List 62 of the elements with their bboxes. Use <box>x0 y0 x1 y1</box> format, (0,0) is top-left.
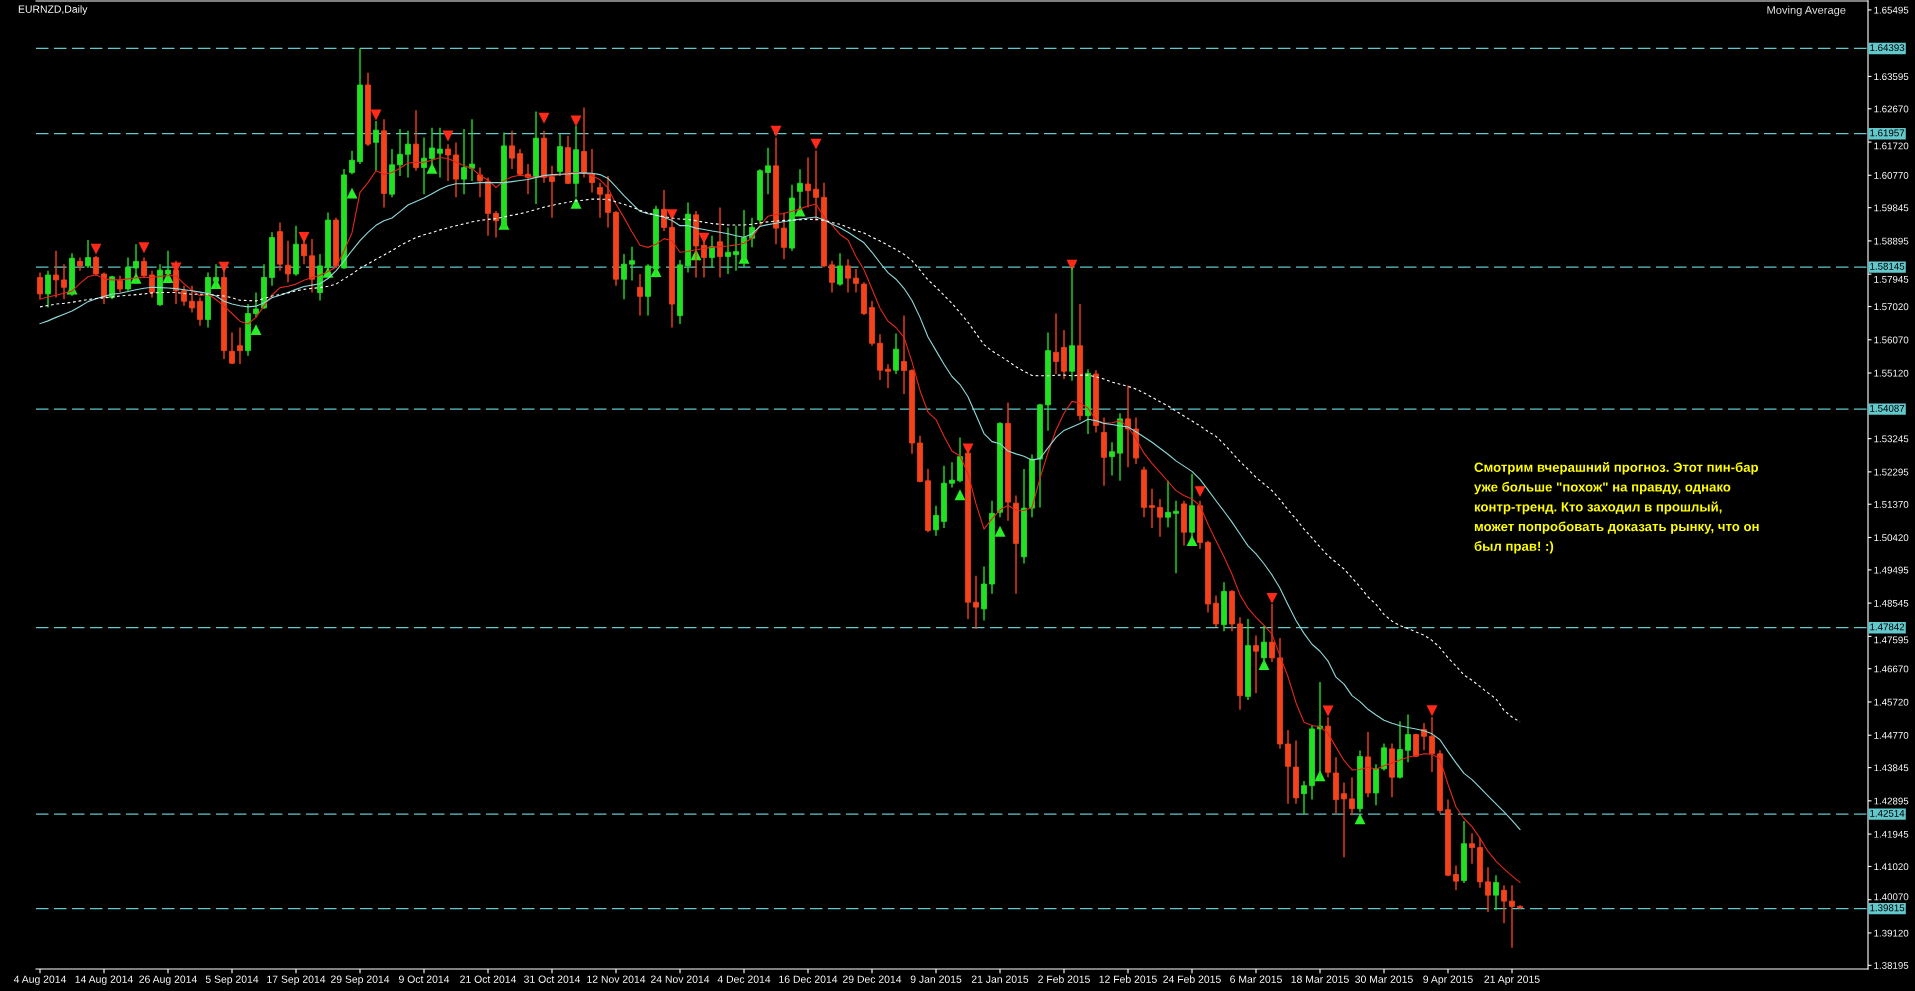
y-tick-label: 1.58895 <box>1874 237 1909 245</box>
y-tick-label: 1.52295 <box>1874 468 1909 476</box>
x-tick-label: 4 Dec 2014 <box>717 975 771 983</box>
y-tick-label: 1.50420 <box>1874 534 1909 542</box>
y-tick-label: 1.63595 <box>1874 73 1909 81</box>
y-tick-label: 1.47595 <box>1874 636 1909 644</box>
ref-line-label: 1.54087 <box>1870 404 1905 412</box>
y-tick-label: 1.49495 <box>1874 566 1909 574</box>
x-tick-label: 21 Apr 2015 <box>1484 975 1540 985</box>
y-tick-label: 1.39120 <box>1874 929 1909 937</box>
y-tick-label: 1.55120 <box>1874 369 1909 377</box>
y-tick-label: 1.46670 <box>1874 665 1909 673</box>
y-tick-label: 1.41945 <box>1874 830 1909 838</box>
x-tick-label: 6 Mar 2015 <box>1230 975 1282 983</box>
x-tick-label: 9 Apr 2015 <box>1423 975 1473 985</box>
y-tick-label: 1.48545 <box>1874 599 1909 607</box>
chart-title: EURNZD,Daily <box>18 5 88 15</box>
annotation: Смотрим вчерашний прогноз. Этот пин-бар уже больше "похож" на правду, однако контр-тренд. Кто заходил в прошлый, может попробовать доказать рынку, что он был прав! :) <box>1474 462 1759 554</box>
y-tick-label: 1.43845 <box>1874 764 1909 772</box>
x-tick-label: 21 Jan 2015 <box>971 975 1029 983</box>
x-tick-label: 29 Dec 2014 <box>842 975 902 983</box>
y-tick-label: 1.51370 <box>1874 500 1909 508</box>
ref-line-label: 1.61957 <box>1870 129 1905 137</box>
y-tick-label: 1.38195 <box>1874 962 1909 969</box>
x-tick-label: 12 Nov 2014 <box>587 975 646 983</box>
y-tick-label: 1.60770 <box>1874 172 1909 179</box>
y-tick-label: 1.61720 <box>1874 142 1909 150</box>
y-tick-label: 1.65495 <box>1874 6 1909 14</box>
y-tick-label: 1.57945 <box>1874 275 1909 283</box>
y-tick-label: 1.53245 <box>1874 435 1909 443</box>
y-tick-label: 1.42895 <box>1874 797 1909 805</box>
x-tick-label: 31 Oct 2014 <box>524 975 581 983</box>
y-tick-label: 1.62670 <box>1874 105 1909 113</box>
x-tick-label: 30 Mar 2015 <box>1355 975 1413 983</box>
y-tick-label: 1.45720 <box>1874 698 1909 706</box>
x-tick-label: 2 Feb 2015 <box>1038 975 1090 983</box>
x-tick-label: 26 Aug 2014 <box>139 975 197 985</box>
ref-line-label: 1.47842 <box>1870 623 1905 631</box>
y-tick-label: 1.56070 <box>1874 336 1909 344</box>
x-tick-label: 14 Aug 2014 <box>75 975 133 985</box>
ref-line-label: 1.42514 <box>1870 809 1905 817</box>
x-tick-label: 24 Feb 2015 <box>1163 975 1221 983</box>
x-tick-label: 18 Mar 2015 <box>1291 975 1349 983</box>
x-tick-label: 4 Aug 2014 <box>13 975 67 985</box>
x-tick-label: 12 Feb 2015 <box>1099 975 1157 983</box>
ref-line-label: 1.64393 <box>1870 44 1905 52</box>
ref-line-label: 1.58145 <box>1870 262 1905 270</box>
y-tick-label: 1.59845 <box>1874 204 1909 212</box>
x-tick-label: 9 Oct 2014 <box>399 975 450 983</box>
y-tick-label: 1.44770 <box>1874 731 1909 739</box>
text: Moving Average <box>1767 5 1846 17</box>
x-tick-label: 21 Oct 2014 <box>460 975 517 983</box>
ref-line-label: 1.39815 <box>1870 904 1905 912</box>
x-tick-label: 24 Nov 2014 <box>650 975 710 983</box>
y-tick-label: 1.41020 <box>1874 863 1909 871</box>
x-tick-label: 29 Sep 2014 <box>330 975 390 985</box>
x-tick-label: 16 Dec 2014 <box>779 975 838 983</box>
y-tick-label: 1.40070 <box>1874 893 1909 901</box>
y-tick-label: 1.57020 <box>1874 303 1909 311</box>
x-tick-label: 17 Sep 2014 <box>267 975 326 985</box>
x-tick-label: 9 Jan 2015 <box>910 975 962 983</box>
x-tick-label: 5 Sep 2014 <box>205 975 259 985</box>
